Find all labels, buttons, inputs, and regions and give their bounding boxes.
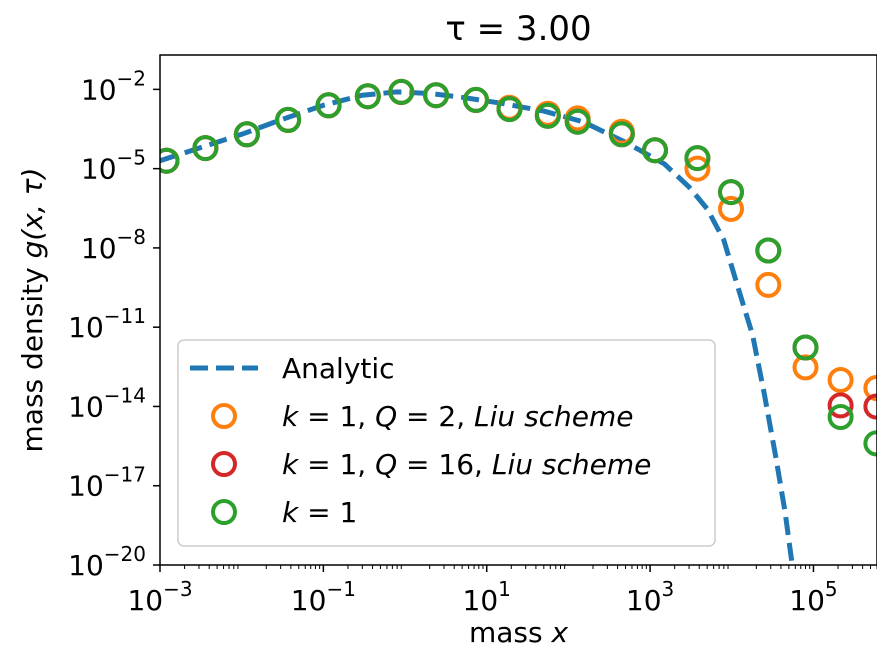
legend-label: k = 1 bbox=[282, 496, 357, 529]
data-point bbox=[827, 392, 854, 419]
legend-item: k = 1 bbox=[211, 496, 357, 529]
y-tick-label: 10−20 bbox=[68, 542, 146, 582]
legend-box bbox=[177, 339, 716, 547]
legend-item: Analytic bbox=[190, 352, 395, 385]
y-tick-label: 10−8 bbox=[81, 225, 146, 265]
y-tick-label: 10−5 bbox=[81, 146, 146, 186]
legend-item: k = 1, Q = 2, Liu scheme bbox=[211, 400, 634, 433]
legend-marker bbox=[211, 499, 237, 525]
data-point bbox=[463, 86, 489, 113]
data-point bbox=[684, 145, 711, 172]
legend: Analytic k = 1, Q = 2, Liu scheme k = 1, Q… bbox=[177, 339, 716, 547]
legend-label: Analytic bbox=[282, 352, 395, 385]
data-point bbox=[160, 147, 180, 174]
x-tick-label: 101 bbox=[463, 577, 511, 617]
x-axis: 10−3 10−1 101 103 105 bbox=[127, 565, 877, 617]
x-tick-label: 10−1 bbox=[291, 577, 356, 617]
axes-frame bbox=[159, 54, 877, 566]
series-1 bbox=[160, 89, 795, 565]
x-tick-label: 103 bbox=[626, 577, 674, 617]
y-axis: 10−2 10−5 10−8 10−11 10−14 10−17 10−20 bbox=[68, 66, 160, 582]
data-point bbox=[792, 334, 819, 361]
y-tick-label: 10−17 bbox=[68, 463, 146, 503]
data-point bbox=[388, 78, 415, 105]
data-point bbox=[863, 430, 877, 457]
data-point bbox=[642, 137, 668, 164]
data-point bbox=[564, 108, 591, 135]
series-4 bbox=[160, 78, 877, 457]
data-point bbox=[192, 135, 219, 162]
data-point bbox=[684, 155, 711, 182]
legend-label: k = 1, Q = 16, Liu scheme bbox=[282, 448, 651, 481]
chart-title: τ = 3.00 bbox=[445, 9, 591, 49]
data-point bbox=[792, 354, 819, 381]
data-point bbox=[354, 83, 381, 110]
legend-marker bbox=[211, 403, 237, 429]
y-tick-label: 10−11 bbox=[68, 304, 146, 344]
data-point bbox=[827, 367, 854, 393]
analytic-line bbox=[160, 89, 795, 565]
data-point bbox=[275, 106, 302, 133]
data-point bbox=[423, 82, 450, 109]
y-tick-label: 10−2 bbox=[81, 66, 146, 106]
data-point bbox=[534, 102, 561, 129]
y-axis-label: mass density g(x, τ) bbox=[16, 168, 49, 453]
data-point bbox=[496, 96, 523, 123]
data-point bbox=[718, 195, 744, 222]
data-point bbox=[608, 121, 635, 148]
data-point bbox=[718, 179, 744, 206]
legend-item: k = 1, Q = 16, Liu scheme bbox=[211, 448, 651, 481]
data-point bbox=[315, 92, 342, 119]
legend-label: k = 1, Q = 2, Liu scheme bbox=[282, 400, 634, 433]
data-point bbox=[827, 404, 854, 430]
data-point bbox=[233, 121, 260, 148]
x-axis-label: mass x bbox=[469, 616, 569, 649]
plot-area bbox=[160, 78, 877, 565]
x-tick-label: 10−3 bbox=[127, 577, 192, 617]
data-point bbox=[755, 271, 782, 298]
x-tick-label: 105 bbox=[789, 577, 837, 617]
legend-marker bbox=[211, 451, 237, 477]
data-point bbox=[755, 237, 782, 264]
y-tick-label: 10−14 bbox=[68, 383, 146, 423]
